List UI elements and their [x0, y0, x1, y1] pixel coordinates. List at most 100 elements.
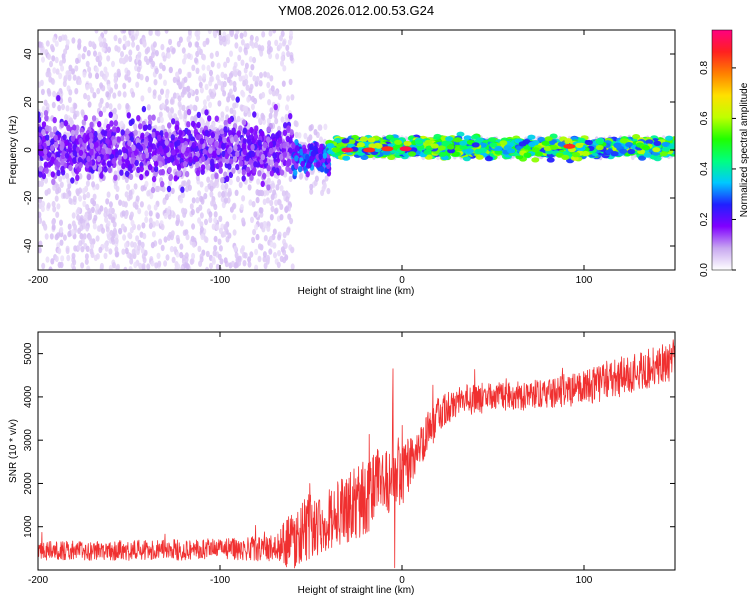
heatmap-cell-2893: [50, 144, 55, 151]
heatmap-cell-1780: [91, 115, 97, 122]
heatmap-cell-faint-1592: [103, 75, 108, 82]
heatmap-cell-faint-897: [150, 241, 155, 249]
heatmap-cell-faint-1063: [103, 242, 108, 249]
heatmap-cell-faint-1220: [88, 72, 93, 79]
heatmap-cell-faint-90: [240, 59, 245, 66]
heatmap-cell-faint-292: [86, 94, 91, 102]
heatmap-cell-faint-1352: [214, 179, 218, 187]
heatmap-cell-2920: [270, 133, 276, 140]
heatmap-cell-faint-1674: [272, 189, 277, 196]
heatmap-cell-faint-1204: [199, 48, 203, 56]
heatmap-cell-2872: [56, 161, 61, 168]
heatmap-cell-faint-1059: [90, 197, 95, 205]
heatmap-cell-faint-287: [142, 256, 147, 264]
heatmap-cell-faint-1034: [272, 228, 277, 235]
heatmap-cell-2737: [193, 128, 198, 135]
heatmap-cell-2590: [109, 120, 114, 127]
heatmap-cell-1963: [106, 123, 111, 131]
heatmap-cell-2337: [153, 170, 158, 178]
heatmap-cell-faint-601: [258, 117, 262, 124]
heatmap-cell-faint-1218: [151, 231, 156, 238]
heatmap-cell-faint-1455: [190, 235, 195, 243]
heatmap-cell-faint-1612: [139, 74, 144, 81]
heatmap-cell-faint-1615: [108, 248, 113, 255]
heatmap-cell-faint-1177: [225, 105, 230, 113]
heatmap-cell-faint-410: [226, 76, 231, 84]
heatmap-cell-faint-645: [82, 71, 87, 78]
heatmap-cell-2592: [147, 140, 153, 148]
heatmap-cell-faint-1390: [95, 183, 100, 190]
heatmap-cell-faint-1670: [192, 104, 197, 112]
heatmap-cell-2833: [210, 131, 215, 139]
heatmap-cell-2723: [121, 162, 126, 170]
heatmap-cell-faint-199: [68, 197, 73, 205]
heatmap-cell-faint-423: [124, 74, 129, 81]
heatmap-cell-1695: [171, 118, 176, 125]
heatmap-cell-2170: [139, 165, 144, 173]
heatmap-cell-faint-1164: [152, 41, 157, 48]
heatmap-cell-faint-1083: [261, 91, 266, 99]
heatmap-cell-2509: [177, 170, 182, 177]
heatmap-cell-2712: [141, 105, 147, 113]
heatmap-cell-2480: [112, 126, 117, 133]
heatmap-cell-faint-18: [148, 217, 153, 224]
heatmap-cell-faint-613: [55, 68, 60, 75]
heatmap-cell-faint-1441: [265, 189, 270, 196]
heatmap-cell-2927: [123, 153, 128, 160]
heatmap-cell-faint-1413: [140, 247, 145, 254]
heatmap-cell-faint-1372: [175, 71, 180, 78]
heatmap-cell-faint-1367: [270, 85, 275, 92]
heatmap-cell-2901: [260, 153, 266, 161]
heatmap-cell-faint-1406: [166, 234, 171, 241]
heatmap-cell-2429: [103, 166, 108, 173]
heatmap-cell-faint-648: [147, 204, 152, 211]
heatmap-cell-2813: [147, 123, 152, 131]
heatmap-cell-faint-544: [128, 55, 133, 62]
heatmap-cell-2580: [262, 172, 267, 180]
heatmap-cell-faint-195: [182, 58, 186, 65]
heatmap-cell-1760: [108, 111, 113, 119]
heatmap-cell-faint-1521: [160, 244, 165, 252]
heatmap-cell-faint-1003: [280, 60, 284, 67]
heatmap-cell-faint-1353: [197, 190, 202, 197]
heatmap-cell-faint-436: [71, 68, 75, 75]
heatmap-cell-faint-886: [155, 212, 160, 219]
heatmap-cell-faint-1555: [220, 111, 225, 118]
heatmap-cell-faint-1203: [111, 238, 116, 245]
heatmap-cell-2879: [233, 135, 238, 143]
heatmap-cell-faint-923: [200, 121, 205, 128]
heatmap-cell-2673: [60, 159, 65, 166]
heatmap-cell-2934: [127, 140, 132, 147]
heatmap-cell-faint-1132: [76, 206, 81, 214]
heatmap-cell-2409: [160, 168, 165, 176]
heatmap-cell-faint-1527: [234, 42, 239, 49]
heatmap-cell-faint-177: [215, 50, 220, 58]
heatmap-cell-2877: [45, 134, 50, 141]
heatmap-cell-faint-495: [213, 245, 218, 252]
heatmap-cell-faint-1332: [131, 41, 136, 48]
heatmap-cell-2719: [88, 132, 94, 139]
heatmap-cell-faint-1628: [66, 254, 71, 262]
heatmap-cell-faint-1025: [163, 212, 168, 220]
heatmap-cell-faint-911: [199, 195, 203, 202]
heatmap-cell-faint-305: [152, 89, 157, 96]
heatmap-cell-faint-1439: [195, 174, 200, 182]
heatmap-cell-faint-1595: [90, 251, 95, 258]
heatmap-cell-faint-1189: [234, 189, 239, 196]
heatmap-cell-faint-1601: [241, 217, 246, 224]
heatmap-cell-faint-1588: [171, 47, 176, 54]
heatmap-cell-faint-643: [58, 35, 63, 43]
heatmap-cell-2861: [230, 137, 235, 144]
heatmap-cell-3201: [326, 157, 331, 164]
heatmap-cell-faint-2946: [309, 188, 314, 195]
heatmap-cell-faint-1094: [59, 226, 64, 234]
heatmap-cell-faint-1056: [150, 51, 155, 59]
heatmap-cell-faint-972: [52, 184, 57, 191]
heatmap-cell-2523: [144, 170, 150, 177]
heatmap-cell-faint-2958: [317, 124, 322, 131]
heatmap-cell-2930: [174, 124, 180, 131]
heatmap-cell-faint-1241: [169, 245, 174, 253]
heatmap-cell-2798: [72, 157, 77, 164]
heatmap-cell-2706: [44, 167, 49, 174]
heatmap-cell-faint-1498: [235, 30, 240, 35]
